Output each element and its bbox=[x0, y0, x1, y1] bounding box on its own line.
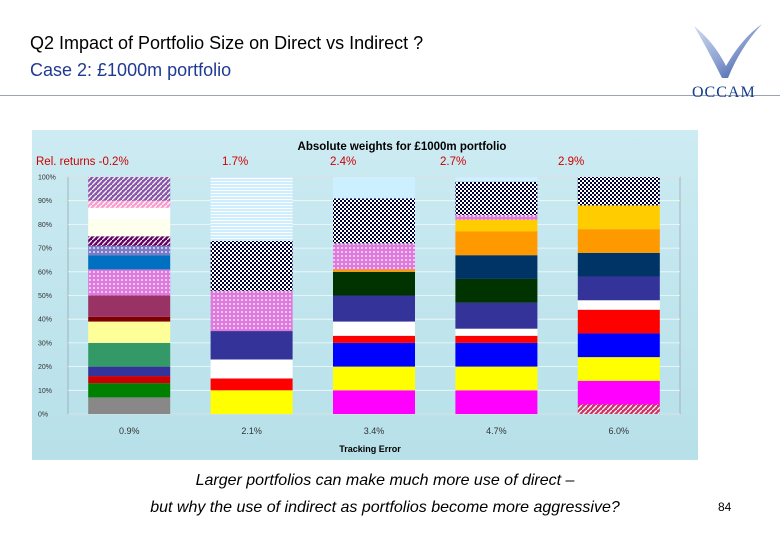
bar-segment-texture bbox=[333, 198, 415, 244]
relative-return-label: 2.7% bbox=[440, 156, 466, 168]
page-number: 84 bbox=[718, 500, 732, 514]
x-tick-label: 3.4% bbox=[364, 426, 385, 436]
bar-segment-texture bbox=[210, 240, 293, 291]
bar-segment bbox=[333, 335, 415, 343]
bar-segment bbox=[577, 380, 660, 405]
stacked-bar-chart: 0% 10% 20% 30% 40% 50% 60% 70% 80% 90% 100% Absolut… bbox=[36, 141, 681, 454]
bar-segment bbox=[455, 342, 538, 367]
bar-segment-texture bbox=[210, 177, 293, 241]
occam-logo-icon bbox=[694, 24, 762, 78]
y-tick-label: 0% bbox=[38, 412, 48, 419]
bar-segment-texture bbox=[577, 177, 660, 206]
y-tick-label: 20% bbox=[38, 364, 52, 371]
y-tick-label: 40% bbox=[38, 317, 52, 324]
x-tick-label: 0.9% bbox=[119, 426, 140, 436]
bar-segment bbox=[88, 376, 171, 384]
bar-segment bbox=[455, 328, 538, 336]
y-tick-label: 70% bbox=[38, 246, 52, 253]
x-axis-label: Tracking Error bbox=[339, 444, 401, 454]
bar-segment bbox=[577, 205, 660, 230]
bar-segment bbox=[333, 342, 415, 367]
bar-segment bbox=[577, 300, 660, 310]
relative-return-label: Rel. returns -0.2% bbox=[36, 156, 129, 168]
bar-segment-texture bbox=[577, 404, 660, 414]
x-tick-label: 4.7% bbox=[486, 426, 507, 436]
bar-segment-texture bbox=[333, 243, 415, 270]
bar-segment-texture bbox=[88, 269, 171, 296]
bar-segment bbox=[88, 366, 171, 377]
y-tick-label: 100% bbox=[38, 175, 56, 182]
bar-segment bbox=[455, 255, 538, 279]
logo-wordmark: OCCAM bbox=[692, 84, 756, 101]
y-tick-label: 30% bbox=[38, 340, 52, 347]
relative-return-label: 2.9% bbox=[558, 156, 584, 168]
x-tick-label: 2.1% bbox=[241, 426, 262, 436]
bar-segment bbox=[455, 231, 538, 256]
bar-segment bbox=[333, 295, 415, 322]
bar-segment-texture bbox=[88, 245, 171, 256]
bar-segment-texture bbox=[455, 181, 538, 215]
bar-segment bbox=[88, 295, 171, 317]
bar-segment bbox=[88, 342, 171, 367]
x-tick-label: 6.0% bbox=[609, 426, 630, 436]
bar-segment bbox=[88, 219, 171, 237]
bar-segment-texture bbox=[210, 290, 293, 332]
bar-segment bbox=[455, 278, 538, 303]
caption: Larger portfolios can make much more use… bbox=[90, 467, 680, 521]
bar-segment bbox=[455, 302, 538, 329]
bar-segment bbox=[210, 359, 293, 379]
bar-segment bbox=[333, 366, 415, 391]
bar-segment bbox=[88, 316, 171, 322]
bar-segment bbox=[577, 357, 660, 381]
caption-line-1: Larger portfolios can make much more use… bbox=[195, 472, 575, 489]
slide-title: Q2 Impact of Portfolio Size on Direct vs… bbox=[30, 33, 424, 53]
y-tick-label: 50% bbox=[38, 293, 52, 300]
slide-subtitle: Case 2: £1000m portfolio bbox=[30, 60, 232, 80]
chart-panel: 0% 10% 20% 30% 40% 50% 60% 70% 80% 90% 100% Absolut… bbox=[32, 130, 698, 460]
bar-segment bbox=[210, 331, 293, 360]
bar-segment bbox=[577, 276, 660, 301]
bar-segment-texture bbox=[88, 200, 171, 208]
y-tick-label: 90% bbox=[38, 198, 52, 205]
bar-segment bbox=[577, 309, 660, 334]
title-divider bbox=[0, 95, 780, 96]
bar-segment bbox=[455, 366, 538, 391]
bar-segment bbox=[88, 207, 171, 220]
bar-segment-texture bbox=[88, 236, 171, 246]
bar-segment bbox=[210, 378, 293, 391]
bar-segment bbox=[88, 383, 171, 398]
bar-segment-texture bbox=[455, 214, 538, 220]
chart-title: Absolute weights for £1000m portfolio bbox=[298, 141, 507, 153]
bar-segment-texture bbox=[88, 177, 171, 201]
bar-segment bbox=[577, 333, 660, 358]
bar-segment bbox=[210, 390, 293, 414]
bar-segment bbox=[88, 397, 171, 414]
relative-return-label: 1.7% bbox=[222, 156, 248, 168]
bar-segment bbox=[455, 177, 538, 182]
caption-line-2: but why the use of indirect as portfolio… bbox=[150, 499, 620, 516]
bar-segment bbox=[333, 271, 415, 296]
bar-segment bbox=[88, 321, 171, 343]
y-tick-label: 10% bbox=[38, 388, 52, 395]
bar-segment bbox=[333, 269, 415, 272]
y-tick-label: 60% bbox=[38, 269, 52, 276]
bar-segment bbox=[333, 321, 415, 336]
bar-segment bbox=[333, 390, 415, 414]
relative-return-label: 2.4% bbox=[330, 156, 356, 168]
bar-segment bbox=[455, 219, 538, 232]
bar-segment bbox=[577, 252, 660, 277]
bar-segment bbox=[455, 335, 538, 343]
bar-segment bbox=[577, 229, 660, 253]
bar-segment bbox=[333, 177, 415, 199]
y-tick-label: 80% bbox=[38, 222, 52, 229]
bar-segment bbox=[88, 255, 171, 270]
bar-segment bbox=[455, 390, 538, 414]
